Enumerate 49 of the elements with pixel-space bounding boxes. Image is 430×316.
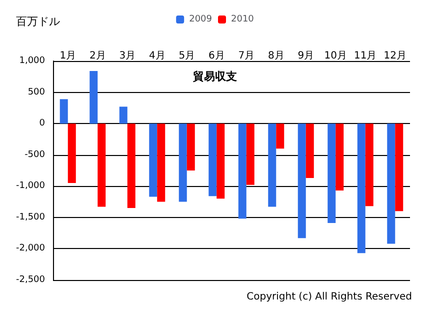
bar: [216, 124, 225, 199]
y-axis-title: 百万ドル: [16, 15, 60, 28]
bar: [336, 124, 344, 191]
bar: [208, 124, 217, 196]
x-tick-label: 3月: [119, 50, 136, 62]
bar: [246, 124, 254, 185]
y-tick-label: -2,500: [16, 275, 46, 285]
x-tick-label: 12月: [384, 50, 406, 62]
text: Copyright (c) All Rights Reserved: [246, 292, 412, 302]
bar: [178, 124, 187, 202]
bar: [127, 124, 136, 208]
x-tick-label: 10月: [324, 50, 347, 62]
x-tick-label: 1月: [60, 50, 76, 62]
bar: [357, 124, 366, 254]
x-tick-label: 11月: [354, 50, 377, 62]
y-tick-label: -2,000: [16, 244, 46, 254]
y-tick-label: 1,000: [19, 56, 46, 66]
bar: [328, 124, 336, 224]
x-tick-label: 6月: [208, 50, 225, 62]
bar: [268, 124, 276, 207]
bar: [298, 124, 306, 238]
x-tick-label: 5月: [178, 50, 196, 62]
x-tick-label: 2月: [89, 50, 106, 62]
bar: [98, 124, 106, 207]
bar: [90, 71, 98, 124]
bar: [306, 124, 314, 178]
y-tick-label: -500: [24, 150, 46, 160]
x-tick-label: 9月: [298, 50, 314, 62]
bar: [186, 124, 195, 170]
bar: [60, 99, 68, 124]
y-tick-label: -1,000: [16, 181, 46, 192]
bar: [276, 124, 284, 149]
x-tick-label: 4月: [148, 50, 166, 62]
y-tick-label: -1,500: [16, 212, 46, 222]
x-tick-label: 8月: [268, 50, 284, 62]
bar: [68, 124, 76, 184]
y-tick-label: 0: [39, 118, 46, 129]
bar: [149, 124, 158, 197]
legend-label: 2010: [231, 14, 254, 24]
bar: [387, 124, 396, 244]
bar: [365, 124, 374, 206]
x-tick-label: 7月: [238, 50, 255, 62]
y-tick-label: 500: [28, 87, 46, 98]
bar: [119, 106, 128, 124]
bar: [157, 124, 166, 202]
bar: [395, 124, 404, 212]
text: 貿易収支: [192, 70, 237, 83]
legend-label: 2009: [189, 14, 212, 24]
bar: [238, 124, 246, 219]
